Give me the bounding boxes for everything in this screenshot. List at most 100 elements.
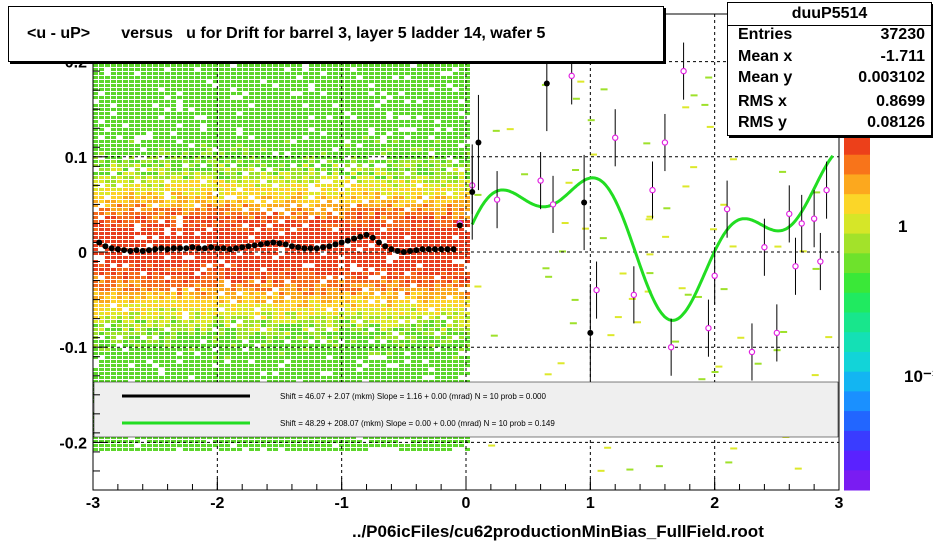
heatmap-cell bbox=[393, 100, 398, 103]
heatmap-cell bbox=[99, 280, 104, 283]
heatmap-cell bbox=[357, 212, 362, 215]
heatmap-cell bbox=[159, 276, 164, 279]
heatmap-cell bbox=[237, 336, 242, 339]
heatmap-cell bbox=[273, 264, 278, 267]
heatmap-cell bbox=[291, 372, 296, 375]
heatmap-cell bbox=[141, 256, 146, 259]
heatmap-cell bbox=[369, 184, 374, 187]
heatmap-cell bbox=[213, 280, 218, 283]
heatmap-cell bbox=[201, 348, 206, 351]
heatmap-cell bbox=[387, 128, 392, 131]
heatmap-cell bbox=[279, 120, 284, 123]
heatmap-cell bbox=[105, 236, 110, 239]
heatmap-cell bbox=[141, 152, 146, 155]
heatmap-cell bbox=[135, 80, 140, 83]
heatmap-cell bbox=[141, 76, 146, 79]
heatmap-cell bbox=[117, 144, 122, 147]
heatmap-cell bbox=[291, 212, 296, 215]
heatmap-cell bbox=[201, 292, 206, 295]
heatmap-cell bbox=[153, 344, 158, 347]
heatmap-cell bbox=[141, 352, 146, 355]
heatmap-cell bbox=[309, 208, 314, 211]
heatmap-cell bbox=[141, 112, 146, 115]
heatmap-cell bbox=[249, 232, 254, 235]
heatmap-cell bbox=[123, 352, 128, 355]
heatmap-cell bbox=[339, 360, 344, 363]
heatmap-cell bbox=[363, 220, 368, 223]
heatmap-cell bbox=[369, 64, 374, 67]
heatmap-cell bbox=[273, 320, 278, 323]
heatmap-cell bbox=[297, 224, 302, 227]
heatmap-cell bbox=[219, 280, 224, 283]
heatmap-cell bbox=[255, 300, 260, 303]
heatmap-cell bbox=[279, 280, 284, 283]
heatmap-cell bbox=[183, 308, 188, 311]
heatmap-cell bbox=[141, 304, 146, 307]
heatmap-cell bbox=[207, 332, 212, 335]
heatmap-cell bbox=[225, 296, 230, 299]
heatmap-cell bbox=[189, 252, 194, 255]
heatmap-cell bbox=[267, 316, 272, 319]
heatmap-cell bbox=[237, 68, 242, 71]
heatmap-cell bbox=[189, 216, 194, 219]
heatmap-cell bbox=[183, 236, 188, 239]
heatmap-cell bbox=[297, 240, 302, 243]
heatmap-cell bbox=[141, 128, 146, 131]
heatmap-cell bbox=[255, 248, 260, 251]
heatmap-cell bbox=[309, 272, 314, 275]
heatmap-cell bbox=[315, 176, 320, 179]
heatmap-cell bbox=[147, 196, 152, 199]
heatmap-cell bbox=[381, 212, 386, 215]
heatmap-cell bbox=[417, 80, 422, 83]
heatmap-cell bbox=[267, 100, 272, 103]
heatmap-cell bbox=[195, 184, 200, 187]
heatmap-cell bbox=[201, 240, 206, 243]
heatmap-cell bbox=[189, 180, 194, 183]
heatmap-cell bbox=[315, 120, 320, 123]
heatmap-cell bbox=[279, 300, 284, 303]
heatmap-cell bbox=[387, 152, 392, 155]
heatmap-cell bbox=[405, 252, 410, 255]
heatmap-cell bbox=[219, 120, 224, 123]
heatmap-cell bbox=[111, 108, 116, 111]
heatmap-cell bbox=[141, 296, 146, 299]
heatmap-cell bbox=[345, 252, 350, 255]
heatmap-cell bbox=[273, 224, 278, 227]
heatmap-cell bbox=[201, 204, 206, 207]
heatmap-cell bbox=[351, 284, 356, 287]
heatmap-cell bbox=[339, 96, 344, 99]
heatmap-cell bbox=[243, 68, 248, 71]
heatmap-cell bbox=[243, 132, 248, 135]
heatmap-cell bbox=[111, 100, 116, 103]
heatmap-cell bbox=[213, 340, 218, 343]
heatmap-cell bbox=[375, 64, 380, 67]
heatmap-cell bbox=[393, 308, 398, 311]
heatmap-cell bbox=[279, 172, 284, 175]
heatmap-cell bbox=[189, 100, 194, 103]
heatmap-cell bbox=[147, 144, 152, 147]
heatmap-cell bbox=[93, 372, 98, 375]
heatmap-cell bbox=[333, 264, 338, 267]
heatmap-cell bbox=[171, 96, 176, 99]
heatmap-cell bbox=[249, 344, 254, 347]
heatmap-cell bbox=[417, 260, 422, 263]
heatmap-cell bbox=[327, 88, 332, 91]
heatmap-cell bbox=[273, 176, 278, 179]
heatmap-cell bbox=[411, 364, 416, 367]
heatmap-cell bbox=[291, 84, 296, 87]
heatmap-cell bbox=[153, 64, 158, 67]
heatmap-cell bbox=[261, 276, 266, 279]
heatmap-cell bbox=[381, 200, 386, 203]
heatmap-cell bbox=[147, 68, 152, 71]
heatmap-cell bbox=[213, 332, 218, 335]
heatmap-cell bbox=[375, 256, 380, 259]
heatmap-cell bbox=[141, 276, 146, 279]
heatmap-cell bbox=[345, 88, 350, 91]
heatmap-cell bbox=[249, 336, 254, 339]
heatmap-cell bbox=[243, 120, 248, 123]
heatmap-cell bbox=[399, 364, 404, 367]
heatmap-cell bbox=[183, 104, 188, 107]
heatmap-cell bbox=[231, 92, 236, 95]
heatmap-cell bbox=[201, 152, 206, 155]
heatmap-cell bbox=[159, 360, 164, 363]
